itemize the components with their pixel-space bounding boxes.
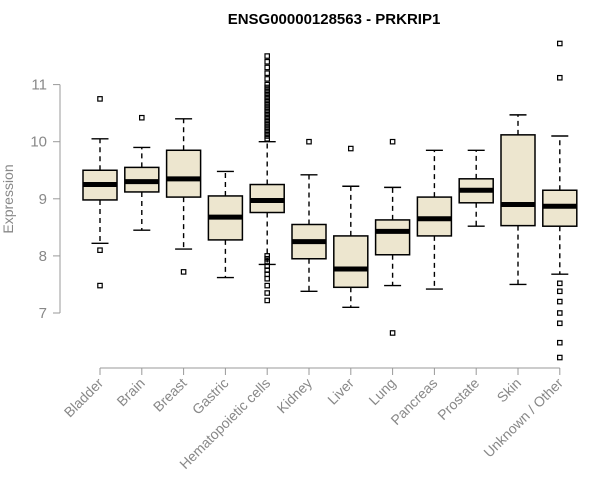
outlier-point xyxy=(264,98,271,105)
outlier-point xyxy=(264,127,271,134)
box-group xyxy=(165,118,202,275)
outlier-point xyxy=(556,288,563,295)
x-tick-label: Prostate xyxy=(434,375,482,423)
box-group xyxy=(500,114,536,286)
box-group xyxy=(542,40,578,361)
box-group xyxy=(124,114,160,231)
outlier-point xyxy=(389,330,396,336)
chart-title: ENSG00000128563 - PRKRIP1 xyxy=(228,11,441,28)
outlier-point xyxy=(180,269,187,275)
outlier-point xyxy=(556,298,563,305)
outlier-point xyxy=(264,58,271,65)
outlier-point xyxy=(348,145,354,152)
y-tick-label: 7 xyxy=(39,305,47,322)
x-tick-label: Skin xyxy=(494,375,525,406)
x-tick-label: Bladder xyxy=(61,375,107,421)
outlier-point xyxy=(389,138,396,145)
outlier-point xyxy=(97,96,103,102)
outlier-point xyxy=(556,40,563,47)
outlier-point xyxy=(264,121,271,128)
outlier-point xyxy=(264,290,271,296)
outlier-point xyxy=(264,76,271,82)
outlier-point xyxy=(264,53,271,59)
outlier-point xyxy=(556,354,563,361)
box-group xyxy=(458,149,494,227)
y-tick-label: 11 xyxy=(31,77,47,94)
y-tick-label: 8 xyxy=(39,248,47,265)
outlier-point xyxy=(264,297,271,304)
outlier-point xyxy=(264,84,271,91)
outlier-point xyxy=(264,96,271,102)
outlier-point xyxy=(264,104,271,111)
box-group xyxy=(249,53,285,304)
outlier-point xyxy=(97,282,103,289)
outlier-point xyxy=(264,70,271,76)
box-group xyxy=(82,96,118,289)
outlier-point xyxy=(556,339,563,346)
outlier-point xyxy=(264,87,271,94)
outlier-point xyxy=(556,320,563,327)
outlier-point xyxy=(264,110,271,116)
outlier-point xyxy=(264,133,271,139)
box-group xyxy=(416,149,453,290)
outlier-point xyxy=(556,280,563,287)
outlier-point xyxy=(264,255,271,262)
x-tick-label: Lung xyxy=(365,375,398,408)
outlier-point xyxy=(264,101,271,108)
outlier-point xyxy=(264,90,271,96)
y-tick-label: 9 xyxy=(39,191,47,208)
box-series xyxy=(82,40,578,361)
y-tick-label: 10 xyxy=(30,134,47,151)
outlier-point xyxy=(264,124,271,131)
outlier-point xyxy=(264,113,271,119)
x-tick-label: Breast xyxy=(150,375,190,415)
box xyxy=(374,219,411,256)
box xyxy=(165,149,202,198)
x-tick-label: Unknown / Other xyxy=(480,375,566,461)
outlier-point xyxy=(264,118,271,125)
outlier-point xyxy=(264,107,271,114)
box-group xyxy=(291,138,327,293)
outlier-point xyxy=(139,114,145,121)
outlier-point xyxy=(264,136,271,142)
x-tick-label: Kidney xyxy=(274,375,316,417)
y-axis: 7 8 9 10 11 xyxy=(30,77,61,322)
box-group xyxy=(374,138,411,336)
x-tick-label: Brain xyxy=(113,375,147,409)
outlier-point xyxy=(264,116,271,122)
outlier-point xyxy=(97,247,103,253)
outlier-point xyxy=(264,282,271,289)
outlier-point xyxy=(264,81,271,88)
outlier-point xyxy=(306,138,312,145)
outlier-point xyxy=(264,275,271,282)
outlier-point xyxy=(264,93,271,99)
box-group xyxy=(207,170,244,279)
x-tick-label: Liver xyxy=(324,375,357,408)
y-axis-label: Expression xyxy=(0,164,16,233)
outlier-point xyxy=(264,253,271,259)
outlier-point xyxy=(264,64,271,71)
outlier-point xyxy=(556,310,563,316)
box xyxy=(500,134,536,227)
outlier-point xyxy=(556,74,563,81)
outlier-point xyxy=(264,130,271,136)
box xyxy=(333,235,369,289)
box-group xyxy=(333,145,369,308)
